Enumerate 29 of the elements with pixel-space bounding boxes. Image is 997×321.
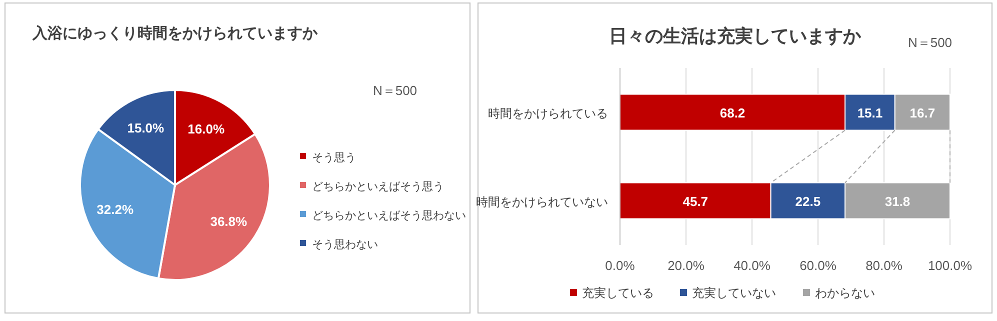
- legend-label: わからない: [815, 286, 875, 300]
- x-tick-label: 100.0%: [928, 258, 972, 273]
- x-tick-label: 20.0%: [668, 258, 705, 273]
- data-label: 15.1: [857, 105, 883, 120]
- data-label: 32.2%: [96, 202, 134, 218]
- x-tick-label: 60.0%: [800, 258, 837, 273]
- y-tick-label: 時間をかけられていない: [476, 194, 608, 209]
- text: N＝500: [372, 83, 418, 98]
- data-label: 36.8%: [210, 214, 248, 229]
- x-tick-label: 80.0%: [866, 258, 903, 273]
- legend-label: 充実していない: [692, 286, 776, 300]
- legend-label: そう思う: [312, 152, 356, 164]
- data-label: 45.7: [682, 194, 708, 209]
- text: N＝500: [908, 35, 952, 50]
- legend-label: そう思わない: [312, 239, 378, 251]
- chart-title: 入浴にゆっくり時間をかけられていますか: [32, 25, 318, 42]
- legend-label: どちらかといえばそう思う: [312, 181, 444, 193]
- x-tick-label: 0.0%: [605, 258, 636, 273]
- data-label: 15.0%: [127, 120, 165, 136]
- data-label: 22.5: [795, 194, 821, 209]
- legend-label: どちらかといえばそう思わない: [312, 210, 466, 222]
- data-label: 31.8: [884, 194, 910, 209]
- chart-title: 日々の生活は充実していますか: [609, 26, 862, 46]
- data-label: 16.0%: [188, 121, 225, 136]
- data-label: 68.2: [720, 105, 746, 120]
- y-tick-label: 時間をかけられている: [488, 106, 608, 120]
- data-label: 16.7: [910, 105, 936, 120]
- x-tick-label: 40.0%: [734, 258, 771, 273]
- legend-label: 充実している: [582, 286, 654, 300]
